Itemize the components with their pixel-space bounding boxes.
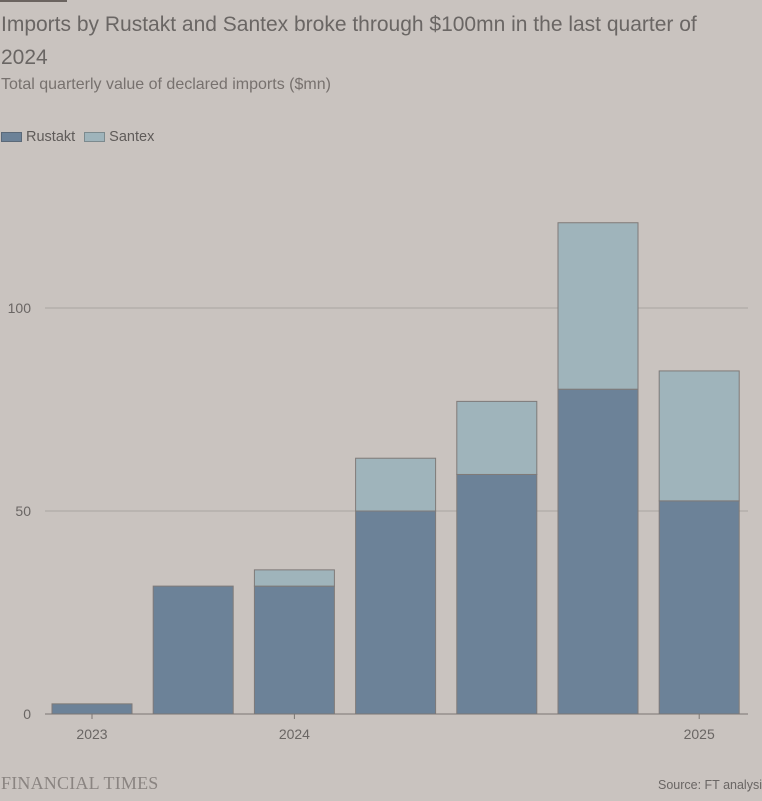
legend-label-santex: Santex bbox=[109, 129, 155, 145]
bar-rustakt-1 bbox=[51, 703, 133, 715]
bar-rustakt-4 bbox=[355, 510, 437, 715]
chart-title-line-1: Imports by Rustakt and Santex broke thro… bbox=[1, 13, 697, 36]
legend-swatch-rustakt bbox=[1, 132, 22, 142]
bar-santex-6 bbox=[557, 222, 639, 390]
bar-rustakt-2 bbox=[152, 585, 234, 715]
legend-swatch-santex bbox=[84, 132, 106, 142]
bar-santex-7 bbox=[658, 370, 740, 502]
legend-item-santex: Santex bbox=[84, 129, 154, 145]
bar-rustakt-7 bbox=[658, 500, 740, 715]
bar-santex-4 bbox=[355, 457, 437, 512]
bar-santex-3 bbox=[253, 569, 335, 587]
chart-title: Imports by Rustakt and Santex broke thro… bbox=[1, 8, 762, 74]
y-tick-label: 50 bbox=[15, 503, 31, 519]
x-tick-label-2024: 2024 bbox=[279, 726, 310, 742]
chart-legend: Rustakt Santex bbox=[1, 129, 163, 145]
chart-subtitle: Total quarterly value of declared import… bbox=[1, 76, 331, 93]
bar-santex-5 bbox=[456, 400, 538, 475]
ft-brand-logo: FINANCIAL TIMES bbox=[1, 773, 159, 793]
y-tick-label: 100 bbox=[8, 300, 32, 316]
header-accent-bar bbox=[0, 0, 67, 2]
legend-item-rustakt: Rustakt bbox=[1, 129, 75, 145]
chart-title-line-2: 2024 bbox=[1, 46, 48, 69]
y-tick-label: 0 bbox=[23, 706, 31, 722]
bar-rustakt-3 bbox=[253, 585, 335, 715]
bar-rustakt-5 bbox=[456, 473, 538, 715]
x-tick-label-2023: 2023 bbox=[76, 726, 107, 742]
source-note: Source: FT analysis bbox=[658, 778, 762, 792]
legend-label-rustakt: Rustakt bbox=[26, 129, 76, 145]
x-tick-label-2025: 2025 bbox=[684, 726, 715, 742]
bar-rustakt-6 bbox=[557, 388, 639, 715]
